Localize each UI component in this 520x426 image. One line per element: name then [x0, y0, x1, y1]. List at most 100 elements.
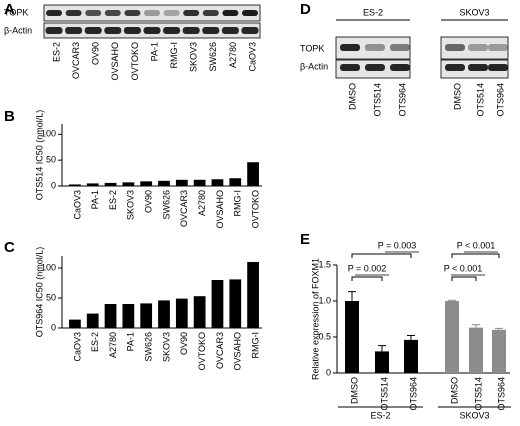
group-label: SKOV3 — [459, 7, 489, 17]
band — [445, 64, 465, 71]
panel-label: A — [4, 1, 15, 18]
band — [84, 27, 102, 34]
band — [104, 27, 122, 34]
bar — [122, 304, 135, 328]
x-tick-label: OTS514 — [473, 377, 483, 411]
bracket — [351, 276, 383, 281]
group-label: ES-2 — [363, 7, 383, 17]
error-bar — [378, 345, 386, 352]
group-label: ES-2 — [370, 410, 390, 420]
x-tick-label: A2780 — [108, 332, 118, 358]
x-tick-label: RMG-I — [233, 190, 243, 217]
bracket — [451, 276, 477, 281]
row-label: β-Actin — [4, 25, 32, 35]
lane-label: CaOV3 — [247, 42, 257, 72]
band — [124, 10, 141, 16]
x-tick-label: OVCAR3 — [179, 190, 189, 227]
error-bar — [348, 291, 356, 301]
lane-label: OVSAHO — [110, 42, 120, 81]
x-tick-label: CaOV3 — [72, 332, 82, 362]
bar — [140, 303, 153, 328]
y-tick-label: 100 — [41, 129, 56, 139]
bar — [375, 351, 389, 373]
group-label: SKOV3 — [459, 410, 489, 420]
band — [445, 44, 465, 51]
band — [144, 10, 160, 16]
y-axis-label: OTS514 IC50 (nmol/L) — [34, 110, 44, 201]
y-tick-label: 0 — [51, 180, 56, 190]
lane-label: OTS514 — [475, 83, 485, 117]
bar — [140, 181, 153, 186]
lane-label: RMG-I — [169, 42, 179, 69]
x-tick-label: ES-2 — [90, 332, 100, 352]
bar — [158, 180, 170, 186]
y-tick-label: 0.5 — [318, 331, 331, 341]
band — [202, 10, 219, 16]
band — [365, 44, 385, 51]
error-bar — [407, 335, 415, 340]
bar — [469, 327, 483, 373]
band — [85, 10, 102, 16]
band — [221, 27, 239, 34]
bar — [345, 301, 359, 373]
annotation: P = 0.003 — [378, 240, 417, 250]
y-tick-label: 50 — [46, 155, 56, 165]
y-axis-label: Relative expression of FOXM1 — [310, 258, 320, 380]
bracket — [451, 253, 500, 258]
row-label: β-Actin — [300, 61, 328, 71]
error-bar — [448, 299, 456, 301]
band — [143, 27, 161, 34]
y-tick-label: 0 — [51, 322, 56, 332]
row-label: TOPK — [300, 43, 324, 53]
band — [163, 10, 180, 16]
x-tick-label: OTS964 — [496, 377, 506, 411]
band — [65, 27, 83, 34]
bar — [104, 304, 117, 328]
lane-label: OV90 — [91, 42, 101, 65]
y-tick-label: 100 — [41, 262, 56, 272]
lane-label: SKOV3 — [189, 42, 199, 72]
lane-label: OVTOKO — [130, 42, 140, 80]
band — [241, 27, 259, 34]
band — [123, 27, 141, 34]
lane-label: OTS964 — [397, 83, 407, 117]
x-tick-label: DMSO — [349, 377, 359, 404]
x-tick-label: PA-1 — [90, 190, 100, 209]
lane-label: SW626 — [208, 42, 218, 72]
band — [183, 10, 200, 16]
band — [468, 44, 488, 51]
panel-label: D — [300, 1, 311, 18]
bar — [492, 329, 506, 373]
lane-label: OTS514 — [372, 83, 382, 117]
x-tick-label: RMG-I — [250, 332, 260, 359]
x-tick-label: SKOV3 — [161, 332, 171, 362]
x-tick-label: ES-2 — [108, 190, 118, 210]
lane-label: OTS964 — [495, 83, 505, 117]
bar — [445, 301, 459, 373]
x-tick-label: OVSAHO — [233, 332, 243, 371]
x-tick-label: OV90 — [144, 190, 154, 213]
bar — [211, 179, 224, 186]
bar — [122, 182, 135, 186]
y-tick-label: 0 — [326, 367, 331, 377]
lane-label: OVCAR3 — [71, 42, 81, 79]
row-label: TOPK — [4, 7, 28, 17]
error-bar — [495, 327, 503, 330]
x-tick-label: OTS514 — [379, 377, 389, 411]
x-tick-label: A2780 — [197, 190, 207, 216]
band — [222, 10, 239, 16]
band — [365, 64, 385, 71]
bar — [175, 179, 188, 186]
annotation: P < 0.001 — [444, 263, 483, 273]
bar — [211, 280, 224, 328]
x-tick-label: OVTOKO — [250, 190, 260, 228]
band — [242, 10, 258, 16]
bracket — [351, 253, 412, 258]
bar — [229, 279, 242, 328]
bar — [86, 313, 99, 328]
y-tick-label: 50 — [46, 292, 56, 302]
bar — [175, 298, 188, 328]
band — [163, 27, 181, 34]
x-tick-label: OVSAHO — [215, 190, 225, 229]
